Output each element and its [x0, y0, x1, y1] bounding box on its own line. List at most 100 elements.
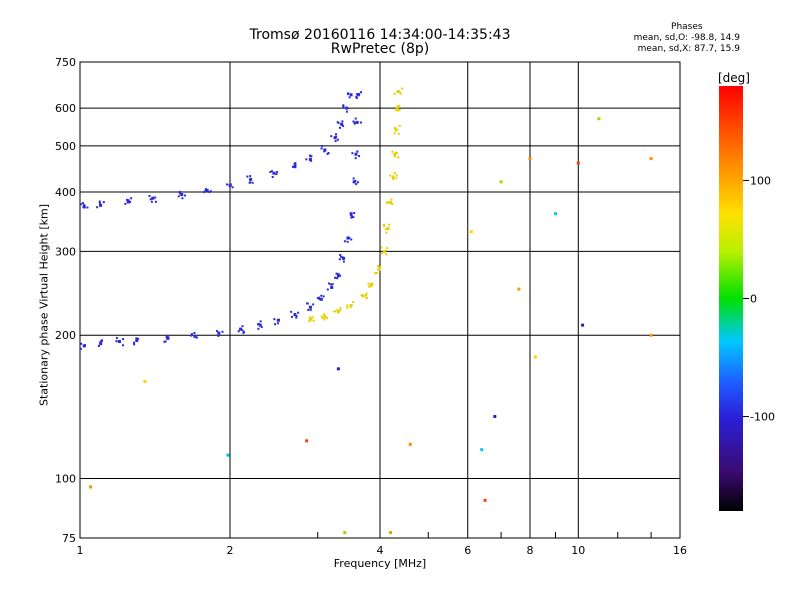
echo-point: [130, 197, 133, 200]
echo-point: [352, 120, 355, 123]
data-point: [389, 531, 393, 535]
echo-point: [340, 255, 343, 258]
x-tick-label: 8: [527, 544, 534, 557]
echo-point: [333, 276, 336, 279]
echo-point: [353, 121, 356, 124]
echo-point: [385, 202, 388, 205]
echo-point: [398, 91, 401, 94]
echo-point: [82, 206, 85, 209]
echo-point: [378, 266, 381, 269]
echo-point: [393, 127, 396, 130]
data-point: [319, 297, 323, 301]
echo-point: [311, 316, 314, 319]
data-point: [517, 287, 521, 291]
echo-point: [383, 225, 386, 228]
echo-point: [249, 175, 252, 178]
echo-point: [229, 184, 232, 187]
colorbar-label: [deg]: [718, 71, 750, 85]
data-point: [389, 201, 393, 205]
echo-point: [369, 285, 372, 288]
echo-point: [167, 336, 170, 339]
echo-point: [231, 186, 234, 189]
echo-point: [355, 97, 358, 100]
echo-point: [345, 107, 348, 110]
echo-point: [305, 158, 308, 161]
echo-point: [342, 260, 345, 263]
x-axis-label: Frequency [MHz]: [333, 557, 427, 570]
echo-point: [322, 295, 325, 298]
echo-point: [390, 198, 393, 201]
echo-point: [342, 256, 345, 259]
echo-point: [394, 155, 397, 158]
echo-point: [391, 150, 394, 153]
x-tick-label: 6: [464, 544, 471, 557]
chart-title: Tromsø 20160116 14:34:00-14:35:43: [249, 27, 511, 43]
echo-point: [276, 322, 279, 325]
echo-point: [276, 170, 279, 173]
echo-point: [346, 240, 349, 243]
echo-point: [345, 110, 348, 113]
echo-point: [101, 339, 104, 342]
echo-point: [320, 315, 323, 318]
data-point: [581, 323, 585, 327]
echo-point: [209, 190, 212, 193]
x-tick-label: 2: [227, 544, 234, 557]
echo-point: [203, 191, 206, 194]
echo-point: [190, 333, 193, 336]
colorbar-tick-label: 0: [750, 293, 757, 306]
echo-point: [79, 203, 82, 206]
data-point: [499, 180, 503, 184]
echo-point: [376, 265, 379, 268]
echo-point: [100, 342, 103, 345]
echo-point: [392, 178, 395, 181]
echo-point: [312, 319, 315, 322]
echo-point: [154, 200, 157, 203]
y-tick-label: 400: [55, 186, 76, 199]
data-point: [308, 305, 312, 309]
echo-point: [126, 198, 129, 201]
echo-point: [371, 283, 374, 286]
echo-point: [359, 121, 362, 124]
echo-point: [273, 318, 276, 321]
echo-point: [395, 174, 398, 177]
echo-point: [275, 173, 278, 176]
echo-point: [178, 192, 181, 195]
echo-point: [375, 271, 378, 274]
data-point: [408, 442, 412, 446]
echo-point: [331, 283, 334, 286]
echo-point: [295, 316, 298, 319]
echo-point: [208, 191, 211, 194]
data-point: [308, 157, 312, 161]
echo-point: [309, 154, 312, 157]
echo-point: [149, 198, 152, 201]
data-point: [395, 106, 399, 110]
echo-point: [351, 152, 354, 155]
data-point: [391, 175, 395, 179]
echo-point: [242, 331, 245, 334]
echo-point: [221, 330, 224, 333]
data-point: [205, 188, 209, 192]
data-point: [386, 227, 390, 231]
echo-point: [369, 284, 372, 287]
data-point: [483, 498, 487, 502]
echo-point: [98, 202, 101, 205]
data-point: [323, 148, 327, 152]
echo-point: [373, 272, 376, 275]
echo-point: [82, 344, 85, 347]
echo-point: [356, 150, 359, 153]
echo-point: [353, 212, 356, 215]
echo-point: [355, 95, 358, 98]
echo-point: [246, 175, 249, 178]
data-point: [239, 327, 243, 331]
echo-point: [177, 195, 180, 198]
echo-point: [115, 336, 118, 339]
echo-point: [350, 214, 353, 217]
echo-point: [96, 206, 99, 209]
echo-point: [348, 237, 351, 240]
echo-point: [356, 93, 359, 96]
echo-point: [237, 330, 240, 333]
echo-point: [358, 92, 361, 95]
echo-point: [133, 343, 136, 346]
data-point: [293, 313, 297, 317]
echo-point: [353, 122, 356, 125]
